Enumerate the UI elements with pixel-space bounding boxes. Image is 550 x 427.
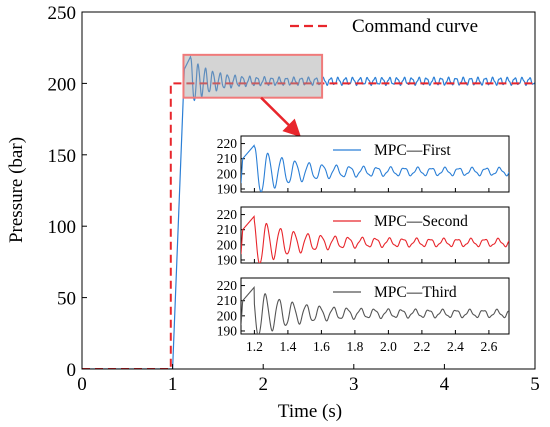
x-tick-label: 4 <box>440 374 450 395</box>
y-tick-label: 250 <box>48 3 77 24</box>
x-tick-label: 1 <box>168 374 178 395</box>
inset-y-tick-label: 190 <box>217 252 238 267</box>
inset-x-tick-label: 1.4 <box>279 339 296 354</box>
inset-legend-label: MPC—Second <box>374 213 468 230</box>
legend: Command curve <box>290 16 478 37</box>
inset-y-tick-label: 190 <box>217 323 238 338</box>
x-axis-label: Time (s) <box>278 401 342 422</box>
highlight-box <box>182 53 324 99</box>
inset-legend-label: MPC—Third <box>374 284 457 301</box>
inset-x-tick-label: 2.0 <box>380 339 397 354</box>
y-tick-label: 50 <box>57 289 76 310</box>
inset-y-tick-label: 190 <box>217 181 238 196</box>
y-tick-label: 150 <box>48 146 77 167</box>
inset-x-tick-label: 1.2 <box>246 339 263 354</box>
inset-y-tick-label: 220 <box>217 136 238 151</box>
inset-series-line <box>241 144 509 192</box>
inset-series-line <box>241 286 509 334</box>
inset-x-tick-label: 1.8 <box>346 339 363 354</box>
inset-frame <box>240 135 510 193</box>
y-tick-label: 200 <box>48 74 77 95</box>
inset-frame <box>240 206 510 264</box>
inset-y-tick-label: 210 <box>217 222 238 237</box>
main-plot-frame <box>81 11 536 370</box>
highlight-box-group <box>182 53 324 138</box>
x-tick-label: 5 <box>530 374 540 395</box>
inset-legend-label: MPC—First <box>374 142 451 159</box>
inset-x-tick-label: 2.2 <box>413 339 430 354</box>
x-tick-label: 0 <box>77 374 87 395</box>
inset-y-tick-label: 210 <box>217 151 238 166</box>
y-axis-label: Pressure (bar) <box>6 137 27 243</box>
x-tick-label: 3 <box>349 374 359 395</box>
inset-y-tick-label: 200 <box>217 308 238 323</box>
inset-x-tick-label: 2.4 <box>447 339 464 354</box>
legend-label-command-curve: Command curve <box>352 16 478 37</box>
y-tick-label: 100 <box>48 217 77 238</box>
inset-y-tick-label: 220 <box>217 207 238 222</box>
inset-y-tick-label: 200 <box>217 237 238 252</box>
inset-x-tick-label: 2.6 <box>480 339 497 354</box>
inset-y-tick-label: 200 <box>217 166 238 181</box>
series-line-response <box>82 54 535 369</box>
inset-y-tick-label: 210 <box>217 293 238 308</box>
x-tick-label: 2 <box>258 374 268 395</box>
zoom-arrow <box>260 96 302 138</box>
y-tick-label: 0 <box>67 360 77 381</box>
inset-series-line <box>241 215 509 263</box>
inset-x-tick-label: 1.6 <box>313 339 330 354</box>
inset-y-tick-label: 220 <box>217 278 238 293</box>
